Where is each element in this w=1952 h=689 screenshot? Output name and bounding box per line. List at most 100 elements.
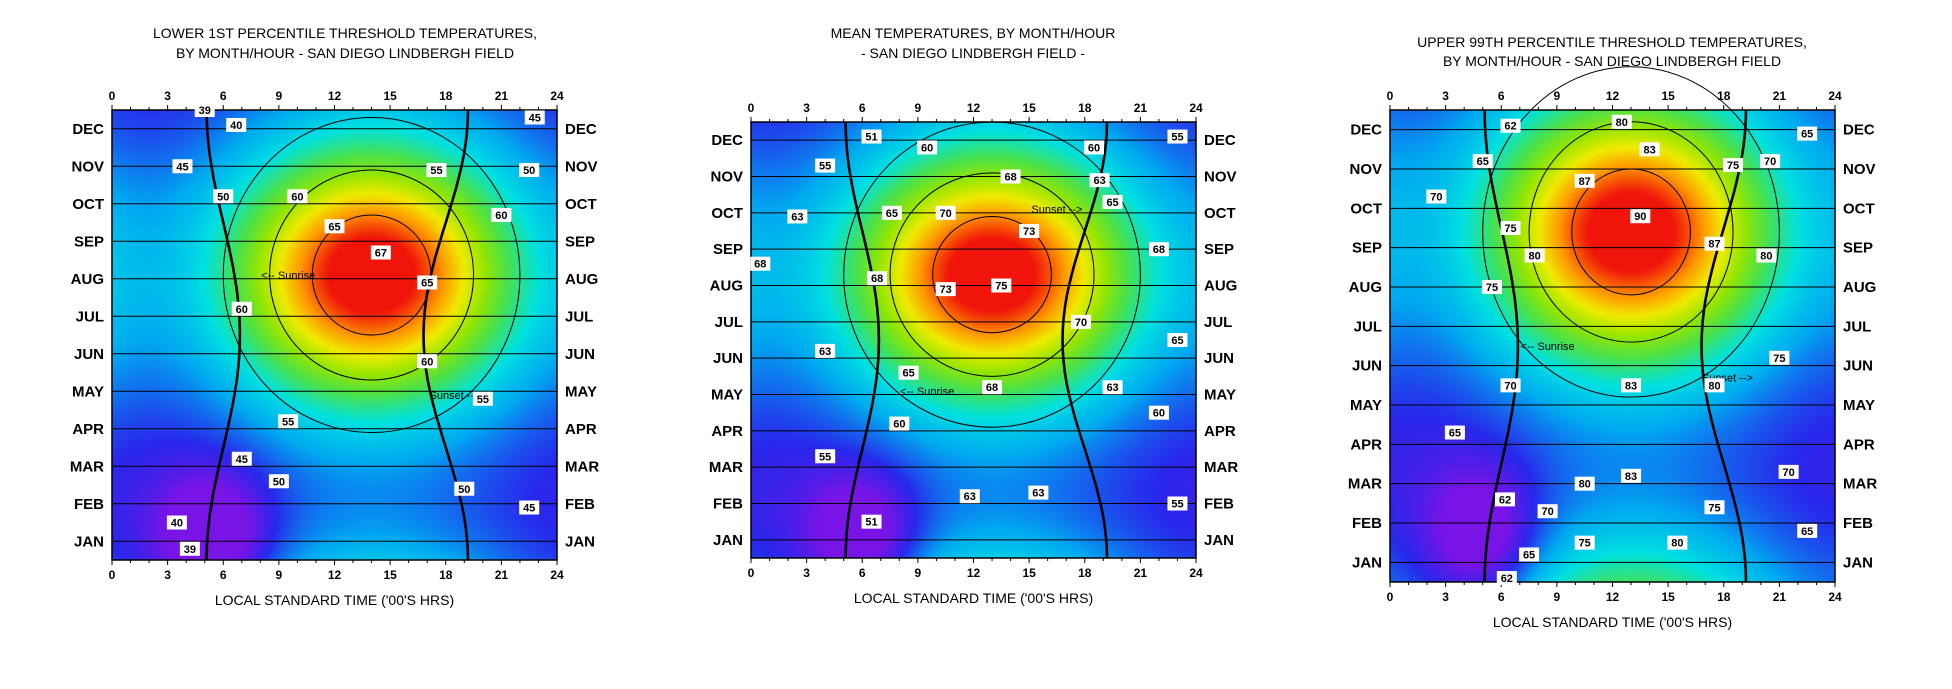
contour-value: 50: [273, 476, 285, 488]
contour-label-box: [1071, 314, 1092, 329]
month-label-left: AUG: [1349, 279, 1382, 296]
month-label-right: NOV: [1843, 161, 1876, 178]
contour-value: 50: [523, 165, 535, 177]
contour-label: 62: [1494, 492, 1515, 507]
month-label-right: SEP: [1843, 240, 1873, 257]
month-label-right: MAR: [565, 458, 599, 475]
contour-label: 55: [278, 414, 299, 429]
x-tick-label-bottom: 18: [1078, 566, 1092, 580]
x-tick-label-bottom: 15: [1022, 566, 1036, 580]
month-label-left: FEB: [74, 496, 104, 513]
sunrise-curve: [844, 121, 881, 559]
contour-label: 73: [935, 282, 956, 297]
x-tick-label-bottom: 12: [967, 566, 981, 580]
month-label-right: MAR: [1204, 459, 1238, 476]
contour-label: 60: [889, 416, 910, 431]
contour-value: 45: [176, 161, 188, 173]
month-label-left: AUG: [71, 271, 104, 288]
month-label-right: JUL: [1843, 318, 1871, 335]
month-label-right: OCT: [1204, 205, 1236, 222]
contour-label: 65: [1797, 523, 1818, 538]
contour-label-box: [1102, 380, 1123, 395]
contour-label-box: [1704, 236, 1725, 251]
month-label-left: DEC: [711, 132, 743, 149]
month-label-left: DEC: [1350, 122, 1382, 139]
contour-value: 63: [1093, 175, 1105, 187]
month-label-left: SEP: [74, 233, 104, 250]
contour-value: 87: [1579, 176, 1591, 188]
x-tick-label-bottom: 24: [550, 568, 564, 582]
month-label-left: NOV: [71, 158, 104, 175]
contour-value: 60: [921, 142, 933, 154]
contour-label-box: [179, 541, 200, 556]
contour-label: 80: [1667, 535, 1688, 550]
contour-label-box: [1426, 189, 1447, 204]
contour-value: 55: [819, 451, 831, 463]
contour-value: 75: [1486, 282, 1498, 294]
contour-value: 68: [871, 273, 883, 285]
contour-label: 63: [1028, 485, 1049, 500]
contour-value: 55: [282, 416, 294, 428]
contour-label-box: [898, 365, 919, 380]
contour-value: 55: [430, 165, 442, 177]
month-label-right: DEC: [1204, 132, 1236, 149]
contour-label: 45: [519, 500, 540, 515]
month-label-left: JAN: [1352, 554, 1382, 571]
month-label-left: DEC: [72, 121, 104, 138]
heatmap-surface: [751, 122, 1196, 558]
x-tick-label-top: 21: [495, 89, 509, 103]
sunset-curve: [1700, 109, 1748, 583]
contour-line: [222, 117, 521, 433]
contour-label-box: [787, 209, 808, 224]
contour-value: 80: [1616, 117, 1628, 129]
contour-label: 39: [179, 541, 200, 556]
contour-label-box: [1500, 378, 1521, 393]
contour-label-box: [226, 118, 247, 132]
contour-label: 68: [750, 256, 771, 271]
contour-label-box: [472, 391, 493, 406]
contour-value: 63: [1106, 382, 1118, 394]
contour-label: 67: [370, 245, 391, 260]
contour-line: [932, 215, 1052, 334]
contour-label: 75: [1769, 350, 1790, 365]
x-tick-label-top: 3: [164, 89, 171, 103]
contour-label-box: [1028, 485, 1049, 500]
contour-value: 60: [291, 191, 303, 203]
contour-value: 63: [819, 346, 831, 358]
month-label-right: FEB: [1843, 515, 1873, 532]
heatmap-panel-3: UPPER 99TH PERCENTILE THRESHOLD TEMPERAT…: [1348, 34, 1877, 630]
contour-value: 68: [986, 382, 998, 394]
contour-value: 62: [1499, 494, 1511, 506]
contour-label: 60: [231, 301, 252, 316]
contour-label-box: [278, 414, 299, 429]
contour-value: 63: [1032, 488, 1044, 500]
sun-annotation: <-- Sunrise: [261, 270, 315, 282]
x-tick-label-top: 3: [1442, 89, 1449, 103]
chart-title: UPPER 99TH PERCENTILE THRESHOLD TEMPERAT…: [1417, 34, 1807, 50]
contour-value: 80: [1760, 251, 1772, 263]
contour-label-box: [1630, 209, 1651, 224]
contour-value: 60: [236, 304, 248, 316]
contour-label-box: [172, 159, 193, 174]
x-tick-label-bottom: 12: [328, 568, 342, 582]
x-tick-label-top: 15: [383, 89, 397, 103]
contour-value: 90: [1634, 211, 1646, 223]
month-label-right: AUG: [565, 271, 598, 288]
contour-label-box: [1778, 464, 1799, 479]
sun-annotation: <-- Sunrise: [1521, 341, 1575, 353]
contour-value: 70: [940, 208, 952, 220]
contour-value: 65: [1801, 129, 1813, 141]
month-label-right: APR: [1843, 436, 1875, 453]
contour-value: 75: [1727, 160, 1739, 172]
contour-label: 55: [815, 449, 836, 464]
month-label-right: MAY: [565, 383, 597, 400]
x-axis-title: LOCAL STANDARD TIME ('00'S HRS): [215, 592, 454, 608]
contour-label: 70: [935, 205, 956, 220]
contour-value: 55: [819, 161, 831, 173]
contour-label: 62: [1500, 118, 1521, 133]
contour-label-box: [1760, 154, 1781, 169]
contour-label-box: [1621, 468, 1642, 483]
contour-value: 45: [236, 454, 248, 466]
contour-label-box: [1639, 142, 1660, 157]
contour-label: 40: [226, 118, 247, 132]
